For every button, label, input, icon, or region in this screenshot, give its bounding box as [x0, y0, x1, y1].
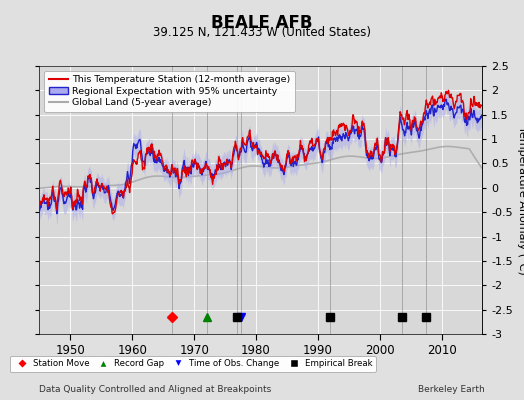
- Legend: This Temperature Station (12-month average), Regional Expectation with 95% uncer: This Temperature Station (12-month avera…: [44, 71, 296, 112]
- Text: BEALE AFB: BEALE AFB: [211, 14, 313, 32]
- Text: Berkeley Earth: Berkeley Earth: [418, 385, 485, 394]
- Text: 39.125 N, 121.433 W (United States): 39.125 N, 121.433 W (United States): [153, 26, 371, 39]
- Legend: Station Move, Record Gap, Time of Obs. Change, Empirical Break: Station Move, Record Gap, Time of Obs. C…: [9, 356, 376, 372]
- Text: Data Quality Controlled and Aligned at Breakpoints: Data Quality Controlled and Aligned at B…: [39, 385, 271, 394]
- Y-axis label: Temperature Anomaly (°C): Temperature Anomaly (°C): [517, 126, 524, 274]
